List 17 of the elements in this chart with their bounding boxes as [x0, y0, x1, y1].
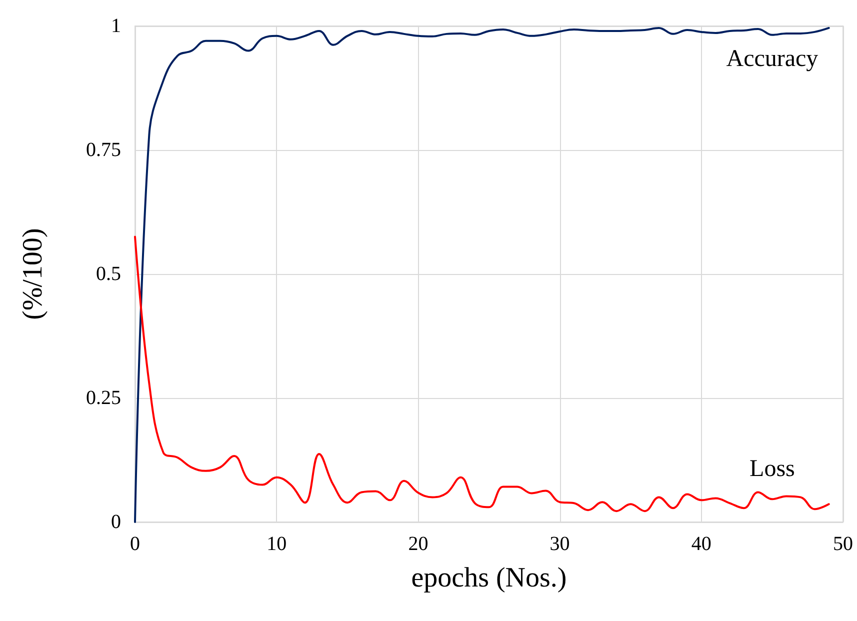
y-tick-label: 0.25 — [86, 387, 121, 409]
x-tick-label: 20 — [408, 533, 428, 555]
y-tick-label: 0 — [111, 511, 121, 533]
x-tick-label: 50 — [833, 533, 853, 555]
series-label: Loss — [750, 456, 795, 482]
x-tick-label: 40 — [691, 533, 712, 555]
x-tick-label: 30 — [550, 533, 570, 555]
x-axis-title: epochs (Nos.) — [411, 562, 567, 594]
y-tick-label: 0.75 — [86, 139, 121, 161]
y-tick-label: 1 — [111, 15, 121, 37]
x-tick-label: 0 — [130, 533, 140, 555]
line-series — [134, 26, 830, 523]
line-series — [134, 236, 830, 512]
x-tick-label: 10 — [266, 533, 287, 555]
y-axis-title: (%/100) — [18, 228, 48, 320]
series-label: Accuracy — [726, 46, 818, 72]
y-tick-label: 0.5 — [96, 263, 121, 285]
